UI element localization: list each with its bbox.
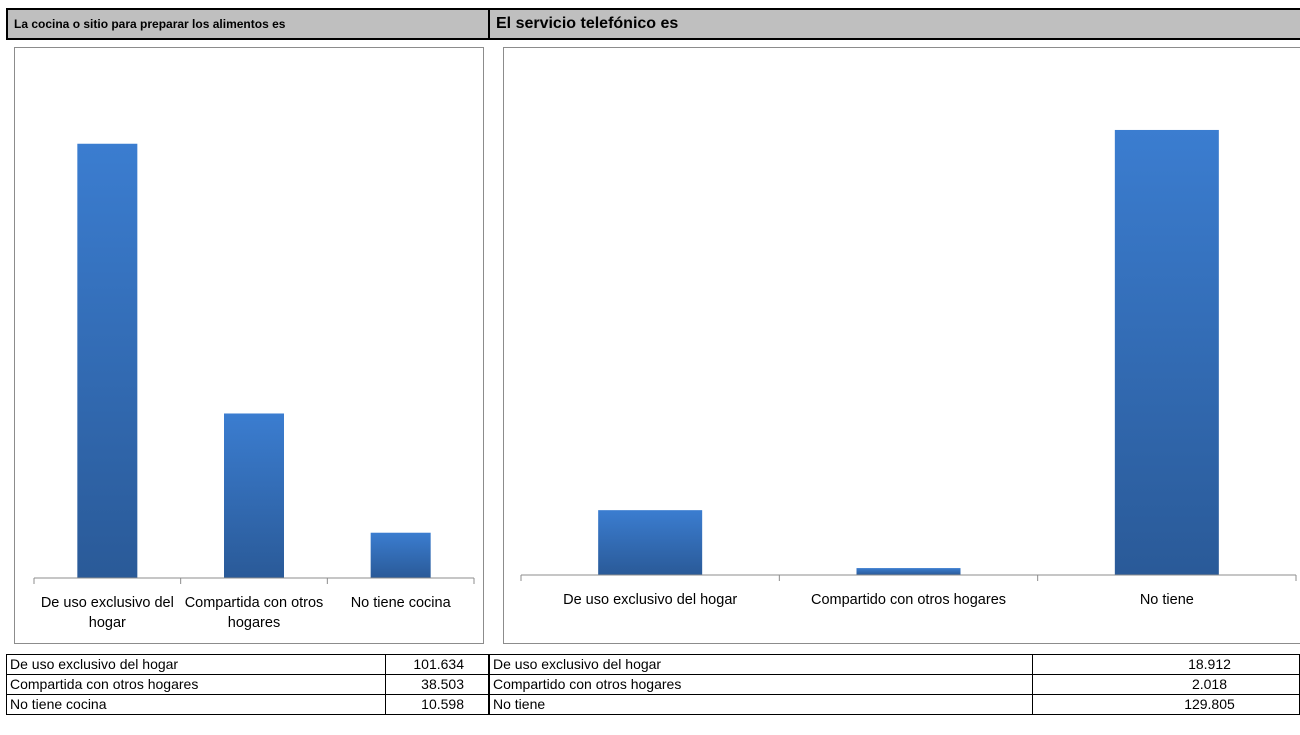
table-row: Compartido con otros hogares 2.018 (489, 674, 1300, 695)
kitchen-category-label: Compartida con otros hogares (185, 595, 324, 631)
phone-bar-3 (1114, 129, 1219, 575)
row-value: 10.598 (385, 694, 489, 715)
row-value: 18.912 (1032, 654, 1300, 675)
kitchen-chart-header: La cocina o sitio para preparar los alim… (6, 8, 490, 40)
kitchen-category-label: No tiene cocina (351, 595, 452, 611)
table-row: De uso exclusivo del hogar 101.634 (6, 654, 489, 675)
row-label: De uso exclusivo del hogar (6, 654, 386, 675)
table-row: No tiene 129.805 (489, 694, 1300, 715)
phone-category-label: De uso exclusivo del hogar (563, 592, 737, 608)
kitchen-bar-1 (77, 143, 138, 578)
phone-chart: De uso exclusivo del hogar Compartido con… (503, 47, 1300, 644)
kitchen-bar-3 (370, 532, 431, 578)
row-label: Compartida con otros hogares (6, 674, 386, 695)
row-label: Compartido con otros hogares (489, 674, 1033, 695)
phone-category-label: Compartido con otros hogares (811, 592, 1006, 608)
phone-bar-1 (598, 510, 703, 575)
kitchen-bar-2 (224, 413, 284, 578)
kitchen-chart-canvas: De uso exclusivo del hogar Compartida con … (33, 143, 475, 631)
row-label: De uso exclusivo del hogar (489, 654, 1033, 675)
phone-chart-canvas: De uso exclusivo del hogar Compartido con… (520, 129, 1297, 608)
row-value: 101.634 (385, 654, 489, 675)
row-label: No tiene cocina (6, 694, 386, 715)
phone-data-table: De uso exclusivo del hogar 18.912 Compar… (489, 654, 1300, 715)
row-label: No tiene (489, 694, 1033, 715)
row-value: 129.805 (1032, 694, 1300, 715)
table-row: No tiene cocina 10.598 (6, 694, 489, 715)
kitchen-data-table: De uso exclusivo del hogar 101.634 Compa… (6, 654, 489, 715)
row-value: 2.018 (1032, 674, 1300, 695)
kitchen-category-label: De uso exclusivo del hogar (41, 595, 174, 631)
kitchen-chart: De uso exclusivo del hogar Compartida con … (14, 47, 484, 644)
table-row: Compartida con otros hogares 38.503 (6, 674, 489, 695)
phone-category-label: No tiene (1140, 592, 1194, 608)
row-value: 38.503 (385, 674, 489, 695)
phone-bar-2 (856, 568, 961, 575)
table-row: De uso exclusivo del hogar 18.912 (489, 654, 1300, 675)
phone-chart-header: El servicio telefónico es (488, 8, 1300, 40)
